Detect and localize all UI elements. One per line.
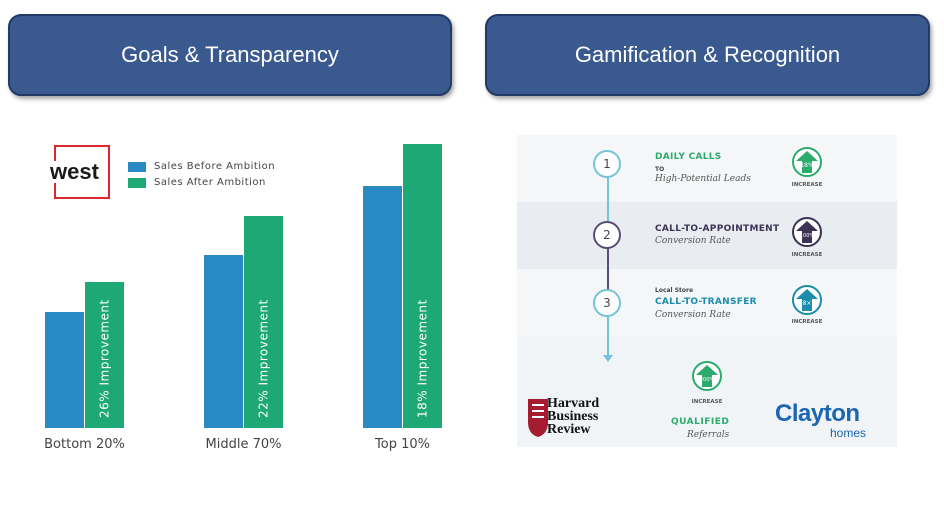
logo-text: west — [48, 159, 101, 184]
step-band-3 — [517, 269, 897, 337]
step-connector-1: TO — [655, 166, 665, 173]
badge-value: 18% — [800, 162, 814, 169]
qualified-title: QUALIFIED — [671, 417, 730, 427]
category-label: Top 10% — [374, 437, 430, 452]
step-title-2: CALL-TO-APPOINTMENT — [655, 224, 780, 234]
hbr-line: Harvard — [547, 396, 600, 411]
step-number-3: 3 — [593, 289, 621, 317]
sales-chart: west Sales Before Ambition Sales After A… — [30, 135, 460, 465]
sales-funnel-infographic: 1 2 3 DAILY CALLS TO High-Potential Lead… — [517, 135, 897, 447]
badge-value: 8× — [803, 300, 812, 307]
legend-swatch-before — [128, 161, 146, 172]
badge-label-2: INCREASE — [791, 252, 823, 258]
hbr-line: Business — [547, 409, 599, 424]
down-arrow-icon — [603, 355, 613, 362]
legend-item-before: Sales Before Ambition — [128, 161, 275, 172]
hbr-line: Review — [547, 422, 591, 437]
bar-before-3 — [363, 186, 402, 428]
increase-badge-result: 200% — [692, 361, 722, 391]
improvement-label: 22% Improvement — [257, 299, 271, 418]
badge-label-1: INCREASE — [791, 182, 823, 188]
category-label: Middle 70% — [206, 437, 282, 452]
step-title-1: DAILY CALLS — [655, 152, 722, 162]
clayton-logo: Clayton — [775, 400, 860, 427]
step-title-3: CALL-TO-TRANSFER — [655, 297, 757, 307]
step-small-3: Local Store — [655, 287, 694, 294]
up-arrow-icon: 200% — [696, 365, 718, 387]
header-title: Gamification & Recognition — [574, 42, 841, 67]
harvard-business-review-logo: Harvard Business Review — [527, 397, 622, 439]
up-arrow-icon: 8× — [796, 289, 818, 311]
legend-item-after: Sales After Ambition — [128, 177, 266, 188]
connector-line — [607, 178, 609, 222]
bar-after-2 — [244, 216, 283, 428]
bar-after-3 — [403, 144, 442, 428]
hbr-wordmark: Harvard Business Review — [547, 396, 600, 437]
step-sub-2: Conversion Rate — [655, 236, 731, 246]
increase-badge-1: 18% — [792, 147, 822, 177]
gamification-recognition-header: Gamification & Recognition — [485, 14, 930, 96]
legend-swatch-after — [128, 177, 146, 188]
improvement-label: 18% Improvement — [416, 299, 430, 418]
qualified-sub: Referrals — [687, 430, 730, 440]
category-label: Bottom 20% — [44, 437, 125, 452]
badge-value: 100% — [800, 233, 815, 239]
step-band-1 — [517, 135, 897, 202]
bar-before-1 — [45, 312, 84, 428]
step-sub-1: High-Potential Leads — [655, 174, 751, 184]
step-number-text: 1 — [603, 157, 611, 171]
header-title: Goals & Transparency — [121, 42, 339, 67]
badge-label-3: INCREASE — [791, 319, 823, 325]
goals-transparency-header: Goals & Transparency — [8, 14, 452, 96]
connector-line — [607, 247, 609, 290]
up-arrow-icon: 18% — [796, 151, 818, 173]
badge-label-result: INCREASE — [691, 399, 723, 405]
bar-plot: 26% Improvement Bottom 20% 22% Improvement… — [44, 144, 442, 452]
increase-badge-3: 8× — [792, 285, 822, 315]
improvement-label: 26% Improvement — [98, 299, 112, 418]
connector-line — [607, 317, 609, 359]
badge-value: 200% — [700, 377, 715, 383]
up-arrow-icon: 100% — [796, 221, 818, 243]
step-number-text: 3 — [603, 296, 611, 310]
step-sub-3: Conversion Rate — [655, 310, 731, 320]
step-number-text: 2 — [603, 228, 611, 242]
step-number-1: 1 — [593, 150, 621, 178]
legend-label-before: Sales Before Ambition — [154, 161, 276, 172]
step-band-2 — [517, 202, 897, 269]
bar-after-1 — [85, 282, 124, 428]
west-logo: west — [48, 145, 110, 199]
increase-badge-2: 100% — [792, 217, 822, 247]
clayton-homes-text: homes — [830, 426, 867, 440]
legend-label-after: Sales After Ambition — [154, 177, 266, 188]
step-number-2: 2 — [593, 221, 621, 249]
hbr-shield-icon — [528, 399, 548, 437]
bar-before-2 — [204, 255, 243, 428]
